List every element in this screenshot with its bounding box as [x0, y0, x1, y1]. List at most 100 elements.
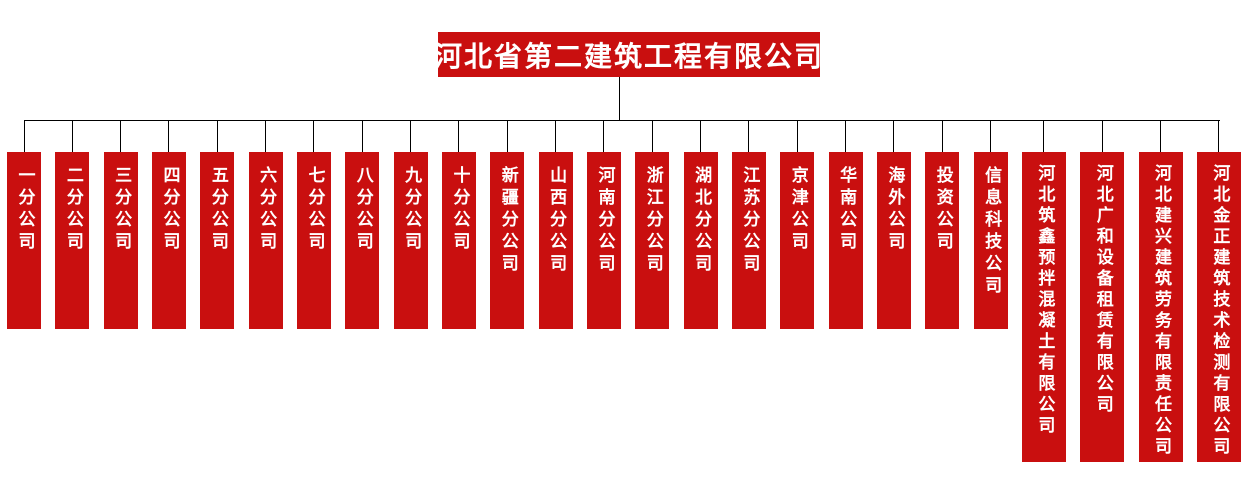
org-unit-box: 七分公司 — [296, 152, 331, 329]
connector-stub — [748, 120, 750, 152]
connector-stub — [216, 120, 218, 152]
org-unit-label: 河北金正建筑技术检测有限公司 — [1209, 164, 1230, 458]
org-units-row: 一分公司 二分公司 三分公司 四分公司 五分公司 — [7, 120, 1241, 462]
org-unit-box: 九分公司 — [393, 152, 428, 329]
connector-stub — [361, 120, 363, 152]
connector-stub — [458, 120, 460, 152]
org-unit-label: 新疆分公司 — [497, 166, 518, 276]
org-unit-column: 河北金正建筑技术检测有限公司 — [1196, 120, 1241, 462]
org-unit-box: 山西分公司 — [538, 152, 573, 329]
org-unit-column: 河北建兴建筑劳务有限责任公司 — [1138, 120, 1183, 462]
org-unit-column: 河北筑鑫预拌混凝土有限公司 — [1021, 120, 1066, 462]
connector-stub — [120, 120, 122, 152]
org-unit-column: 四分公司 — [151, 120, 186, 329]
connector-stub — [603, 120, 605, 152]
org-unit-column: 信息科技公司 — [973, 120, 1008, 329]
org-unit-label: 浙江分公司 — [642, 166, 663, 276]
org-unit-column: 十分公司 — [441, 120, 476, 329]
org-unit-column: 投资公司 — [925, 120, 960, 329]
org-unit-label: 五分公司 — [207, 166, 228, 254]
org-unit-box: 信息科技公司 — [973, 152, 1008, 329]
org-unit-column: 华南公司 — [828, 120, 863, 329]
org-unit-label: 华南公司 — [836, 166, 857, 254]
org-unit-column: 六分公司 — [248, 120, 283, 329]
org-unit-label: 山西分公司 — [546, 166, 567, 276]
org-unit-column: 七分公司 — [296, 120, 331, 329]
org-unit-label: 十分公司 — [449, 166, 470, 254]
org-unit-column: 京津公司 — [780, 120, 815, 329]
org-unit-box: 河北筑鑫预拌混凝土有限公司 — [1021, 152, 1066, 462]
org-unit-column: 海外公司 — [876, 120, 911, 329]
connector-stub — [1160, 120, 1162, 152]
org-unit-column: 河南分公司 — [586, 120, 621, 329]
org-unit-box: 六分公司 — [248, 152, 283, 329]
org-unit-box: 河北广和设备租赁有限公司 — [1080, 152, 1125, 462]
connector-stub — [265, 120, 267, 152]
org-unit-box: 三分公司 — [103, 152, 138, 329]
org-unit-box: 湖北分公司 — [683, 152, 718, 329]
connector-stub — [651, 120, 653, 152]
org-unit-label: 河北广和设备租赁有限公司 — [1092, 164, 1113, 416]
org-unit-box: 河南分公司 — [586, 152, 621, 329]
connector-stub — [168, 120, 170, 152]
org-unit-label: 河南分公司 — [594, 166, 615, 276]
connector-stub — [990, 120, 992, 152]
org-unit-box: 十分公司 — [441, 152, 476, 329]
connector-stub — [1218, 120, 1220, 152]
connector-stub — [1043, 120, 1045, 152]
org-unit-label: 海外公司 — [884, 166, 905, 254]
org-unit-column: 九分公司 — [393, 120, 428, 329]
connector-rail — [24, 120, 1220, 121]
org-unit-box: 华南公司 — [828, 152, 863, 329]
connector-stub — [313, 120, 315, 152]
org-unit-column: 新疆分公司 — [490, 120, 525, 329]
connector-stub — [941, 120, 943, 152]
org-unit-box: 投资公司 — [925, 152, 960, 329]
org-unit-column: 一分公司 — [7, 120, 41, 329]
org-unit-column: 江苏分公司 — [731, 120, 766, 329]
org-unit-label: 二分公司 — [62, 166, 83, 254]
connector-stub — [796, 120, 798, 152]
org-unit-box: 河北建兴建筑劳务有限责任公司 — [1138, 152, 1183, 462]
org-unit-column: 八分公司 — [345, 120, 380, 329]
connector-stub — [700, 120, 702, 152]
org-unit-box: 一分公司 — [7, 152, 41, 329]
root-company-box: 河北省第二建筑工程有限公司 — [434, 32, 822, 77]
connector-stub — [410, 120, 412, 152]
root-company-label: 河北省第二建筑工程有限公司 — [434, 39, 825, 73]
org-unit-label: 京津公司 — [787, 166, 808, 254]
org-unit-label: 七分公司 — [304, 166, 325, 254]
org-unit-box: 五分公司 — [200, 152, 235, 329]
org-unit-column: 三分公司 — [103, 120, 138, 329]
org-unit-label: 投资公司 — [932, 166, 953, 254]
org-unit-label: 四分公司 — [159, 166, 180, 254]
org-unit-box: 河北金正建筑技术检测有限公司 — [1196, 152, 1241, 462]
org-unit-label: 九分公司 — [401, 166, 422, 254]
org-unit-column: 湖北分公司 — [683, 120, 718, 329]
org-unit-label: 河北筑鑫预拌混凝土有限公司 — [1034, 164, 1055, 437]
org-unit-box: 江苏分公司 — [731, 152, 766, 329]
connector-stub — [71, 120, 73, 152]
org-unit-label: 湖北分公司 — [691, 166, 712, 276]
org-unit-box: 四分公司 — [151, 152, 186, 329]
org-unit-label: 信息科技公司 — [981, 166, 1002, 298]
connector-stub — [893, 120, 895, 152]
org-unit-column: 二分公司 — [55, 120, 90, 329]
org-unit-box: 京津公司 — [780, 152, 815, 329]
org-unit-column: 河北广和设备租赁有限公司 — [1080, 120, 1125, 462]
org-unit-column: 山西分公司 — [538, 120, 573, 329]
org-unit-box: 二分公司 — [55, 152, 90, 329]
org-unit-box: 八分公司 — [345, 152, 380, 329]
org-unit-label: 江苏分公司 — [739, 166, 760, 276]
org-unit-column: 浙江分公司 — [635, 120, 670, 329]
org-unit-box: 海外公司 — [876, 152, 911, 329]
connector-stub — [506, 120, 508, 152]
connector-stub — [555, 120, 557, 152]
connector-stub — [1101, 120, 1103, 152]
connector-trunk — [619, 77, 620, 121]
org-unit-label: 八分公司 — [352, 166, 373, 254]
connector-stub — [845, 120, 847, 152]
org-unit-label: 六分公司 — [256, 166, 277, 254]
org-unit-box: 新疆分公司 — [490, 152, 525, 329]
org-unit-column: 五分公司 — [200, 120, 235, 329]
